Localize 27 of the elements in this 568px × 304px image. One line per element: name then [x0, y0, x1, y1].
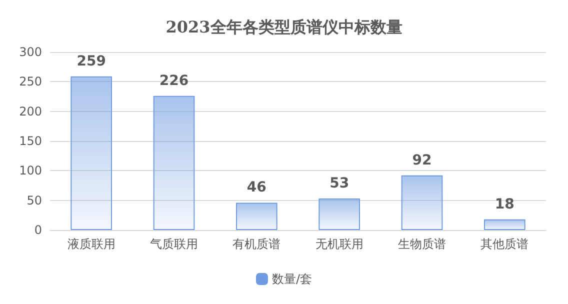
- data-label: 226: [159, 72, 189, 89]
- bar: [236, 202, 278, 230]
- data-label: 46: [246, 180, 266, 196]
- bar: [401, 175, 443, 230]
- y-tick-label: 100: [19, 164, 42, 178]
- x-tick-label: 有机质谱: [232, 237, 281, 251]
- data-label: 259: [76, 53, 106, 70]
- x-tick-label: 生物质谱: [398, 237, 446, 251]
- bar: [318, 198, 360, 230]
- data-label: 18: [494, 196, 514, 212]
- x-tick-label: 气质联用: [150, 237, 198, 251]
- y-tick-label: 200: [19, 104, 42, 118]
- bar: [153, 96, 195, 230]
- bar: [484, 219, 526, 230]
- y-tick-label: 50: [26, 193, 42, 208]
- y-tick-label: 0: [34, 223, 42, 237]
- x-tick-label: 无机联用: [315, 237, 364, 251]
- y-tick-label: 300: [19, 45, 42, 59]
- data-label: 92: [412, 152, 432, 168]
- y-tick-label: 250: [19, 74, 42, 89]
- bar: [70, 76, 112, 230]
- data-label: 53: [330, 176, 350, 192]
- chart-title: 2023全年各类型质谱仪中标数量: [166, 18, 402, 36]
- x-tick-label: 其他质谱: [480, 237, 529, 251]
- legend-label: 数量/套: [272, 272, 312, 286]
- x-tick-label: 液质联用: [67, 237, 116, 251]
- y-tick-label: 150: [19, 134, 42, 148]
